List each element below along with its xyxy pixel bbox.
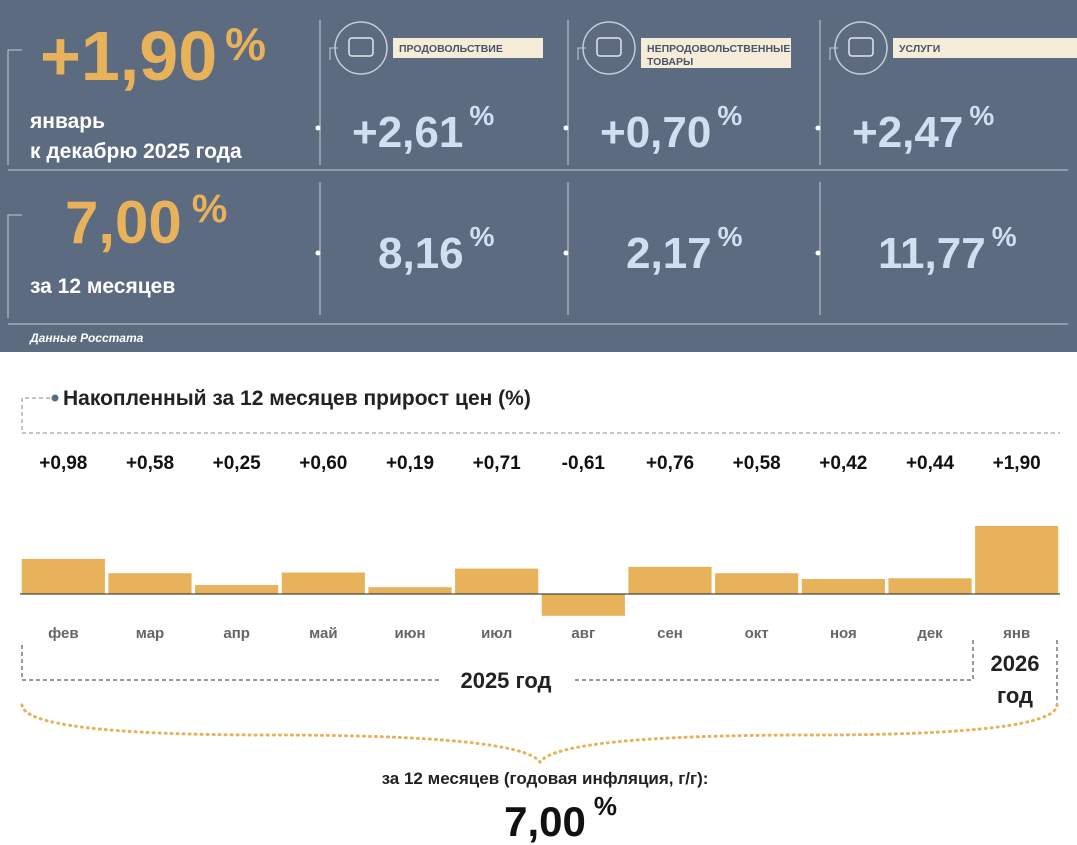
footer-unit: % (594, 791, 617, 821)
headline-caption: январь (29, 110, 105, 133)
group-unit: % (717, 100, 742, 131)
group-label-box (893, 38, 1077, 58)
bar (108, 573, 192, 594)
headline-value: +1,90 (40, 17, 217, 95)
value-label: +0,25 (213, 453, 262, 474)
footer-value: 7,00 (504, 798, 586, 845)
group-label-box (393, 38, 543, 58)
bar (195, 585, 279, 594)
group-icon-shape (348, 37, 374, 57)
value-label: +0,58 (733, 453, 781, 474)
value-label: +0,19 (386, 453, 434, 474)
x-tick-label: апр (223, 625, 250, 642)
panel-lines (7, 20, 1068, 325)
group-unit: % (969, 100, 994, 131)
x-tick-label: сен (657, 625, 683, 642)
headline-caption: к декабрю 2025 года (30, 140, 242, 163)
row-dot (815, 250, 821, 256)
headline-unit: % (225, 18, 266, 70)
annual-value: 7,00 (65, 189, 182, 256)
group-icon-shape (848, 37, 874, 57)
x-tick-label: ноя (830, 625, 857, 642)
x-tick-label: янв (1003, 625, 1030, 642)
group-icon (834, 21, 888, 75)
value-label: +0,60 (299, 453, 347, 474)
x-tick-label: мар (136, 625, 164, 642)
group-value: +2,47 (852, 108, 963, 157)
bar (975, 526, 1059, 594)
bar (801, 578, 885, 594)
title-bracket (21, 397, 1060, 434)
group-value: 11,77 (878, 229, 986, 278)
row-dot (315, 125, 321, 131)
group-label: ПРОДОВОЛЬСТВИЕ (399, 43, 503, 55)
row-dot (563, 250, 569, 256)
group-icon-shape (596, 37, 622, 57)
x-tick-label: дек (917, 625, 943, 642)
group-unit: % (718, 221, 743, 252)
bar (455, 568, 539, 594)
row-dot (315, 250, 321, 256)
footer-caption: за 12 месяцев (годовая инфляция, г/г): (382, 769, 709, 788)
group-icon (334, 21, 388, 75)
group-value: 8,16 (378, 229, 464, 278)
bar (628, 566, 712, 594)
bar (21, 558, 105, 594)
bar (368, 587, 452, 594)
value-label: +0,71 (473, 453, 522, 474)
group-value: +0,70 (600, 108, 711, 157)
group-icon (582, 21, 636, 75)
year-label: 2026 (991, 651, 1040, 676)
year-label: 2025 год (460, 668, 551, 693)
value-label: +0,58 (126, 453, 174, 474)
annual-unit: % (192, 187, 228, 231)
bars: +0,98 фев +0,58 мар +0,25 апр +0,60 май +0,19 июн… (21, 453, 1059, 642)
source: Данные Росстата (29, 331, 144, 345)
bar (888, 578, 972, 594)
panel-background (0, 0, 1077, 352)
x-tick-label: июл (481, 625, 512, 642)
x-tick-label: окт (745, 625, 769, 642)
x-tick-label: авг (571, 625, 595, 642)
row-dot (815, 125, 821, 131)
group-unit: % (992, 221, 1017, 252)
group-label: УСЛУГИ (899, 43, 940, 55)
title-dot (51, 394, 59, 402)
group-unit: % (470, 221, 495, 252)
groups: ПРОДОВОЛЬСТВИЕ+2,61 %8,16 %НЕПРОДОВОЛЬСТВЕ… (315, 21, 1077, 278)
group-label-box (641, 38, 791, 68)
value-label: +0,98 (39, 453, 87, 474)
value-label: +0,44 (906, 453, 955, 474)
value-label: -0,61 (562, 453, 606, 474)
chart-title: Накопленный за 12 месяцев прирост цен (%… (63, 387, 531, 410)
group-value: 2,17 (626, 229, 712, 278)
group-label: НЕПРОДОВОЛЬСТВЕННЫЕ (647, 43, 790, 55)
value-label: +0,76 (646, 453, 694, 474)
bar (541, 594, 625, 616)
x-tick-label: май (309, 625, 337, 642)
row-dot (563, 125, 569, 131)
brace (20, 703, 1059, 765)
bar (715, 573, 799, 594)
value-label: +0,42 (819, 453, 867, 474)
group-unit: % (469, 100, 494, 131)
x-tick-label: фев (48, 625, 79, 642)
group-value: +2,61 (352, 108, 463, 157)
year-brackets (21, 640, 1058, 705)
year-label: год (997, 683, 1033, 708)
annual-caption: за 12 месяцев (30, 275, 175, 298)
bar (281, 572, 365, 594)
value-label: +1,90 (993, 453, 1041, 474)
group-label: ТОВАРЫ (647, 56, 693, 68)
x-tick-label: июн (394, 625, 425, 642)
